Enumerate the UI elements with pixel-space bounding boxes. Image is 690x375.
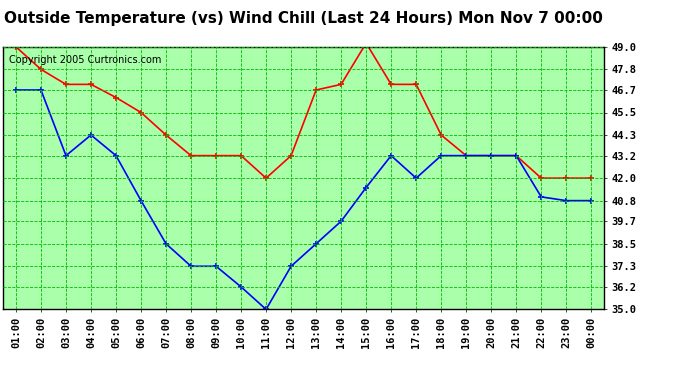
Text: Copyright 2005 Curtronics.com: Copyright 2005 Curtronics.com xyxy=(10,55,162,65)
Text: Outside Temperature (vs) Wind Chill (Last 24 Hours) Mon Nov 7 00:00: Outside Temperature (vs) Wind Chill (Las… xyxy=(4,11,603,26)
